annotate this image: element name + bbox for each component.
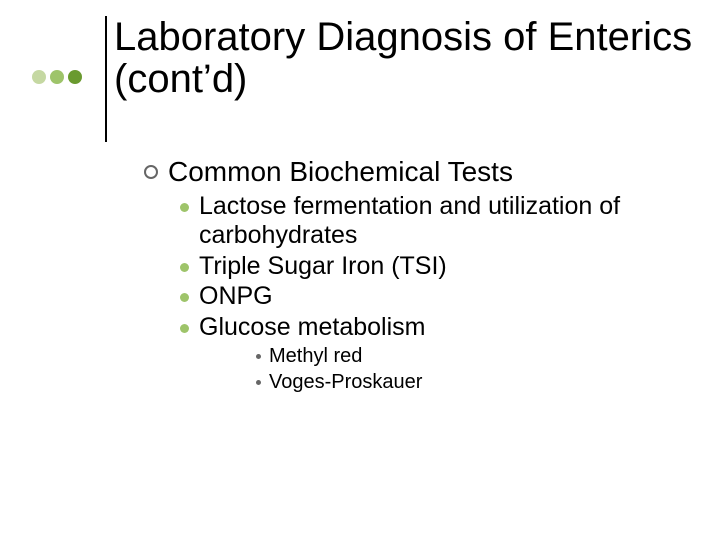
lvl3-text: Voges-Proskauer	[269, 370, 422, 394]
accent-dot-2	[50, 70, 64, 84]
accent-dot-3	[68, 70, 82, 84]
lvl2-list: Lactose fermentation and utilization of …	[180, 192, 684, 394]
disc-bullet-icon	[180, 263, 189, 272]
slide: Laboratory Diagnosis of Enterics (cont’d…	[0, 0, 720, 540]
accent-dots	[32, 70, 82, 84]
list-item: Methyl red	[256, 344, 684, 368]
list-item: Lactose fermentation and utilization of …	[180, 192, 684, 250]
list-item: Glucose metabolism	[180, 313, 684, 342]
disc-bullet-icon	[180, 203, 189, 212]
disc-bullet-icon	[180, 324, 189, 333]
list-item: Voges-Proskauer	[256, 370, 684, 394]
dot-bullet-icon	[256, 380, 261, 385]
ring-bullet-icon	[144, 165, 158, 179]
dot-bullet-icon	[256, 354, 261, 359]
list-item: ONPG	[180, 282, 684, 311]
slide-title: Laboratory Diagnosis of Enterics (cont’d…	[114, 16, 694, 100]
lvl2-text: Triple Sugar Iron (TSI)	[199, 252, 447, 281]
list-item: Triple Sugar Iron (TSI)	[180, 252, 684, 281]
disc-bullet-icon	[180, 293, 189, 302]
accent-dot-1	[32, 70, 46, 84]
list-item: Common Biochemical Tests Lactose ferment…	[144, 156, 684, 394]
lvl1-text: Common Biochemical Tests	[168, 156, 513, 188]
lvl3-list: Methyl red Voges-Proskauer	[256, 344, 684, 394]
lvl3-text: Methyl red	[269, 344, 362, 368]
title-rule	[105, 16, 107, 142]
slide-body: Common Biochemical Tests Lactose ferment…	[144, 150, 684, 400]
lvl2-text: ONPG	[199, 282, 273, 311]
lvl2-text: Lactose fermentation and utilization of …	[199, 192, 684, 250]
lvl2-text: Glucose metabolism	[199, 313, 425, 342]
